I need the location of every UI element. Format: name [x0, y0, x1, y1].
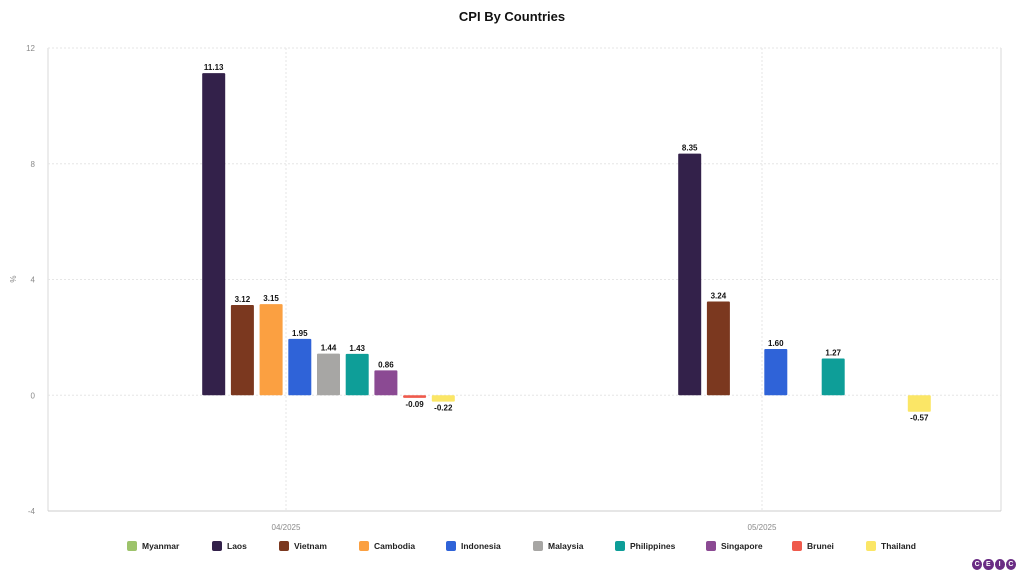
bar	[230, 304, 254, 396]
bar	[821, 358, 845, 396]
legend-swatch	[706, 541, 716, 551]
legend-label: Cambodia	[374, 541, 416, 551]
logo-letter: I	[994, 559, 1005, 570]
y-axis-label: %	[9, 275, 18, 282]
bar	[259, 304, 283, 396]
bar	[202, 73, 226, 396]
legend-swatch	[792, 541, 802, 551]
bar	[288, 338, 312, 396]
data-label: 8.35	[682, 144, 698, 153]
legend-swatch	[279, 541, 289, 551]
data-label: 3.12	[235, 295, 251, 304]
data-label: 3.15	[263, 294, 279, 303]
legend-item[interactable]: Cambodia	[359, 538, 415, 554]
legend-item[interactable]: Laos	[212, 538, 247, 554]
data-label: 1.44	[321, 344, 337, 353]
data-label: -0.09	[405, 400, 424, 409]
legend-swatch	[212, 541, 222, 551]
bar	[403, 395, 427, 398]
chart-title: CPI By Countries	[458, 9, 566, 24]
legend-swatch	[533, 541, 543, 551]
legend-label: Singapore	[721, 541, 763, 551]
legend-swatch	[866, 541, 876, 551]
bar	[678, 153, 702, 396]
data-label: 1.95	[292, 329, 308, 338]
legend-label: Vietnam	[294, 541, 327, 551]
legend-swatch	[615, 541, 625, 551]
logo-letter: E	[983, 559, 994, 570]
legend-item[interactable]: Singapore	[706, 538, 763, 554]
legend-item[interactable]: Myanmar	[127, 538, 179, 554]
x-tick-label: 04/2025	[272, 523, 301, 532]
legend-item[interactable]: Thailand	[866, 538, 916, 554]
legend-swatch	[359, 541, 369, 551]
logo-letter: C	[1005, 559, 1016, 570]
legend-label: Philippines	[630, 541, 676, 551]
legend-label: Thailand	[881, 541, 916, 551]
bar	[374, 370, 398, 396]
legend-item[interactable]: Philippines	[615, 538, 675, 554]
legend-swatch	[127, 541, 137, 551]
data-label: 1.27	[825, 348, 841, 357]
ceic-logo: C E I C	[972, 557, 1017, 572]
legend-item[interactable]: Vietnam	[279, 538, 327, 554]
x-tick-label: 05/2025	[748, 523, 777, 532]
legend-swatch	[446, 541, 456, 551]
y-tick-label: 8	[31, 160, 36, 169]
legend-label: Indonesia	[461, 541, 501, 551]
legend-item[interactable]: Brunei	[792, 538, 834, 554]
y-tick-label: 4	[31, 276, 36, 285]
legend-label: Malaysia	[548, 541, 584, 551]
y-tick-label: 12	[26, 44, 35, 53]
bar	[764, 348, 788, 396]
legend-item[interactable]: Indonesia	[446, 538, 501, 554]
y-tick-label: -4	[28, 507, 36, 516]
data-label: 0.86	[378, 360, 394, 369]
data-label: -0.57	[910, 414, 929, 423]
data-label: -0.22	[434, 404, 453, 413]
legend-label: Laos	[227, 541, 247, 551]
legend-item[interactable]: Malaysia	[533, 538, 583, 554]
y-tick-label: 0	[31, 391, 36, 400]
legend-label: Myanmar	[142, 541, 180, 551]
logo-letter: C	[972, 559, 983, 570]
legend: Myanmar Laos Vietnam Cambodia Indonesia Malay…	[0, 538, 1024, 554]
data-label: 11.13	[204, 63, 224, 72]
data-label: 1.60	[768, 339, 784, 348]
bar	[317, 353, 340, 396]
bar	[706, 301, 730, 396]
legend-label: Brunei	[807, 541, 834, 551]
data-label: 1.43	[349, 344, 365, 353]
bar	[345, 353, 369, 396]
bar	[431, 395, 455, 402]
bar	[907, 395, 931, 412]
data-label: 3.24	[711, 291, 727, 300]
